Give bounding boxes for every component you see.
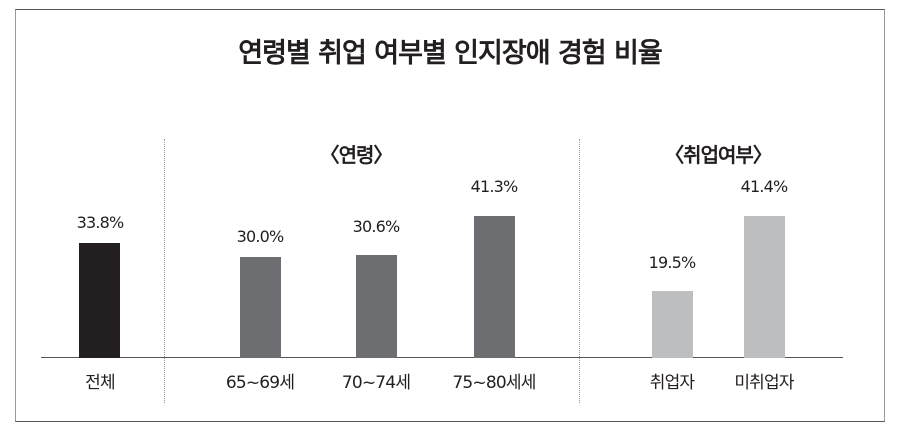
- category-label: 75~80세세: [452, 373, 536, 393]
- category-label: 미취업자: [734, 373, 794, 393]
- value-label: 30.6%: [352, 217, 401, 236]
- group-divider: [164, 139, 165, 403]
- group-divider: [579, 139, 580, 403]
- bar-total: [79, 243, 120, 358]
- group-label-age: 〈연령〉: [319, 143, 394, 167]
- bar-employed: [652, 291, 693, 358]
- x-axis-line: [449, 357, 843, 358]
- bar-age-75-80: [474, 216, 515, 358]
- category-label: 65~69세: [225, 373, 295, 393]
- value-label: 41.3%: [470, 177, 519, 196]
- category-label: 취업자: [649, 373, 695, 393]
- chart-title: 연령별 취업 여부별 인지장애 경험 비율: [238, 38, 662, 69]
- value-label: 19.5%: [648, 253, 697, 272]
- bar-age-65-69: [240, 257, 281, 358]
- chart-frame: [15, 9, 885, 422]
- group-label-employment: 〈취업여부〉: [664, 143, 773, 167]
- bar-unemployed: [744, 216, 785, 358]
- value-label: 41.4%: [740, 177, 789, 196]
- category-label: 70~74세: [341, 373, 411, 393]
- value-label: 33.8%: [76, 213, 125, 232]
- value-label: 30.0%: [236, 227, 285, 246]
- bar-age-70-74: [356, 255, 397, 358]
- category-label: 전체: [85, 373, 115, 393]
